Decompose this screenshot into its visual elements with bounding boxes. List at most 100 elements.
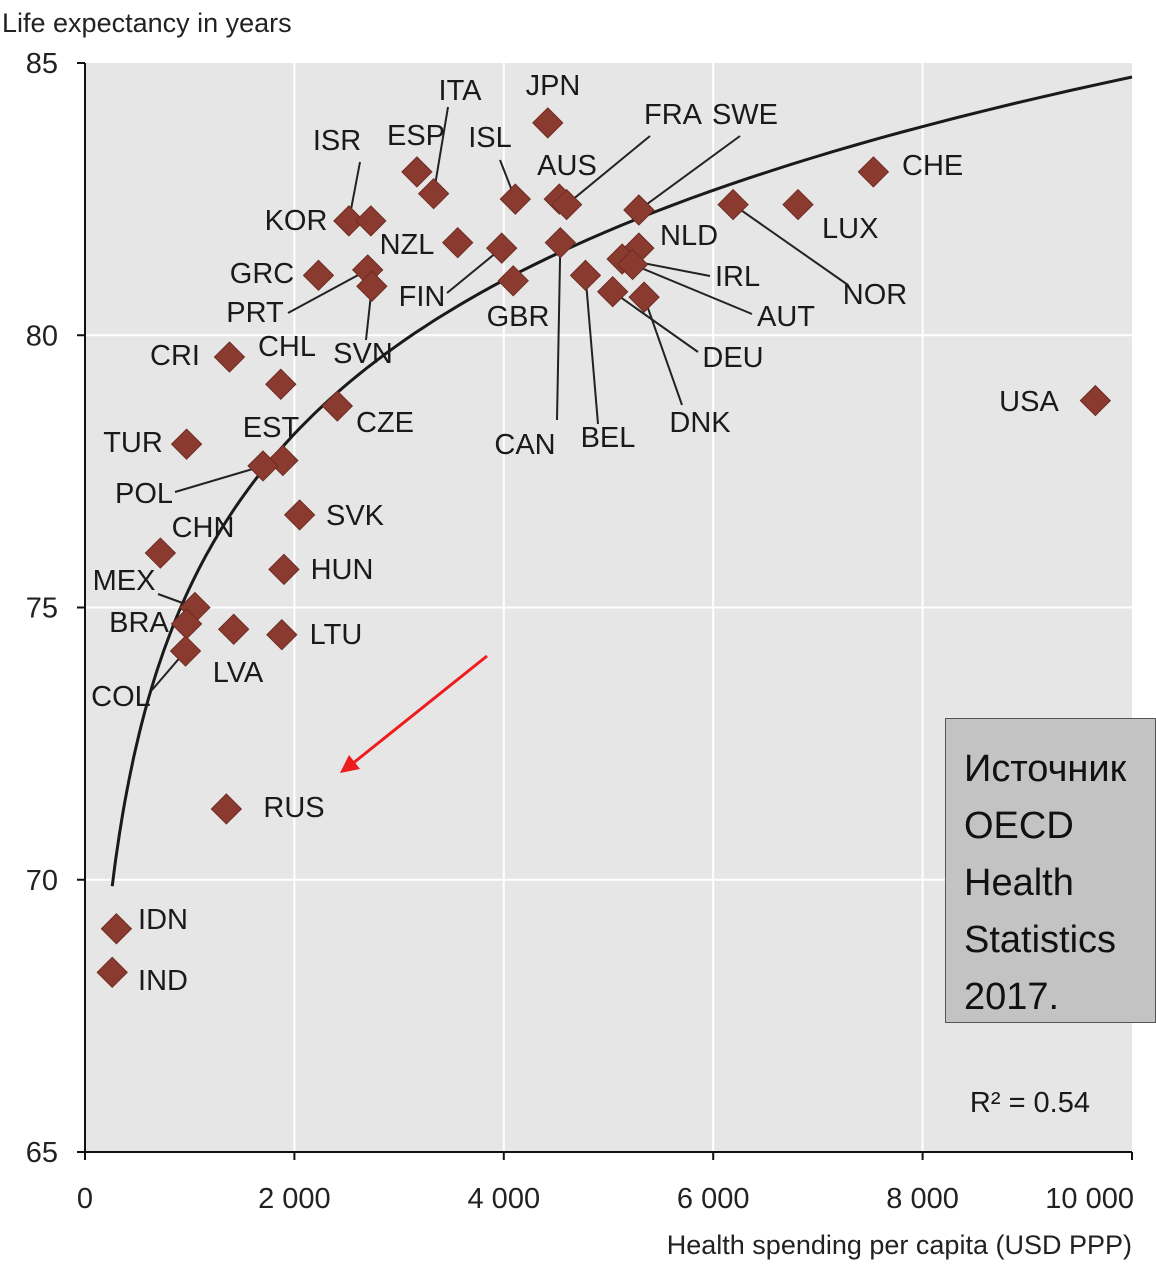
point-hun: [268, 553, 300, 586]
point-label-cri: CRI: [150, 340, 200, 372]
point-label-fra: FRA: [644, 99, 703, 131]
point-label-cze: CZE: [356, 407, 414, 439]
leader-line-ita: [432, 106, 449, 194]
point-tur: [170, 428, 203, 460]
leader-line-pol: [174, 464, 264, 493]
point-esp: [401, 156, 433, 188]
point-label-isl: ISL: [468, 122, 512, 154]
point-label-gbr: GBR: [487, 301, 550, 333]
leader-line-prt: [287, 269, 369, 314]
source-line: Источник: [964, 748, 1127, 790]
point-label-rus: RUS: [263, 792, 324, 824]
point-aut: [616, 248, 649, 281]
point-pol: [247, 450, 279, 482]
point-usa: [1079, 384, 1112, 417]
point-cri: [213, 341, 246, 373]
point-lux: [782, 188, 814, 221]
point-fra: [550, 188, 583, 221]
source-note-box: Источник OECD Health Statistics 2017.: [945, 718, 1156, 1023]
point-label-tur: TUR: [103, 427, 163, 459]
point-label-idn: IDN: [138, 904, 188, 936]
point-label-esp: ESP: [387, 120, 445, 152]
point-label-aus: AUS: [537, 150, 597, 182]
point-kor: [355, 205, 387, 237]
point-col: [169, 635, 202, 667]
point-label-chn: CHN: [172, 512, 235, 544]
x-tick-label: 2 000: [258, 1183, 331, 1215]
data-points: [96, 107, 1112, 989]
r-squared-label: R² = 0.54: [970, 1087, 1090, 1119]
x-axis-title: Health spending per capita (USD PPP): [667, 1230, 1132, 1260]
point-label-lva: LVA: [213, 657, 264, 689]
point-label-col: COL: [91, 681, 151, 713]
point-grc: [302, 259, 335, 292]
point-label-kor: KOR: [265, 205, 328, 237]
point-gbr: [497, 265, 529, 297]
point-label-chl: CHL: [258, 331, 316, 363]
leader-line-can: [556, 242, 562, 421]
point-label-bel: BEL: [581, 422, 636, 454]
point-isr: [333, 205, 365, 237]
y-axis-title: Life expectancy in years: [2, 8, 292, 38]
point-label-nor: NOR: [843, 279, 907, 311]
point-svk: [283, 499, 316, 531]
point-label-hun: HUN: [311, 554, 374, 586]
point-label-ind: IND: [138, 965, 188, 997]
point-label-dnk: DNK: [669, 407, 731, 439]
point-can: [544, 226, 577, 259]
source-line: Health: [964, 862, 1074, 904]
arrow-head: [340, 755, 360, 773]
leader-line-bel: [584, 275, 599, 425]
point-fin: [485, 232, 518, 264]
y-tick-label: 85: [26, 48, 58, 80]
point-label-irl: IRL: [715, 261, 760, 293]
source-line: Statistics: [964, 919, 1117, 961]
point-label-che: CHE: [902, 150, 963, 182]
y-tick-label: 65: [26, 1137, 58, 1169]
y-tick-label: 70: [26, 865, 58, 897]
leader-line-swe: [638, 135, 741, 211]
point-label-can: CAN: [494, 429, 555, 461]
point-nor: [717, 188, 749, 221]
point-label-deu: DEU: [702, 342, 763, 374]
point-label-usa: USA: [999, 386, 1059, 418]
point-idn: [100, 913, 133, 945]
point-ltu: [266, 619, 298, 651]
point-label-swe: SWE: [712, 99, 778, 131]
trend-layer: [110, 75, 1133, 887]
point-label-jpn: JPN: [526, 70, 581, 102]
point-svn: [356, 270, 388, 302]
leader-line-fra: [565, 135, 651, 206]
point-label-est: EST: [243, 412, 300, 444]
point-label-mex: MEX: [93, 565, 156, 597]
point-label-lux: LUX: [822, 213, 878, 245]
tick-labels: 0 2 000 4 000 6 000 8 000 10 000 65 70 75 80 85: [26, 48, 1134, 1215]
data-labels: JPN ITA ESP ISL AUS FRA SWE CHE ISR KOR NZL NLD NOR L…: [91, 70, 1059, 997]
y-tick-label: 75: [26, 593, 58, 625]
point-deu: [596, 275, 629, 308]
point-ind: [96, 956, 128, 989]
point-che: [857, 156, 890, 188]
point-cze: [321, 390, 354, 422]
point-label-aut: AUT: [757, 301, 815, 333]
leader-line-fin: [446, 247, 503, 294]
y-tick-label: 80: [26, 320, 58, 352]
point-label-fin: FIN: [399, 281, 446, 313]
x-tick-label: 0: [77, 1183, 93, 1215]
point-label-nzl: NZL: [380, 229, 435, 261]
x-tick-label: 4 000: [468, 1183, 541, 1215]
x-tick-label: 6 000: [677, 1183, 750, 1215]
point-label-svk: SVK: [326, 500, 385, 532]
point-swe: [623, 194, 655, 226]
point-label-bra: BRA: [109, 607, 169, 639]
axes: [77, 62, 1133, 1160]
arrow-shaft: [351, 654, 488, 766]
point-label-prt: PRT: [226, 297, 284, 329]
point-dnk: [628, 281, 660, 313]
point-label-pol: POL: [115, 478, 173, 510]
point-jpn: [532, 107, 564, 139]
point-label-svn: SVN: [333, 338, 393, 370]
source-line: OECD: [964, 805, 1074, 847]
leader-line-nor: [732, 203, 849, 286]
